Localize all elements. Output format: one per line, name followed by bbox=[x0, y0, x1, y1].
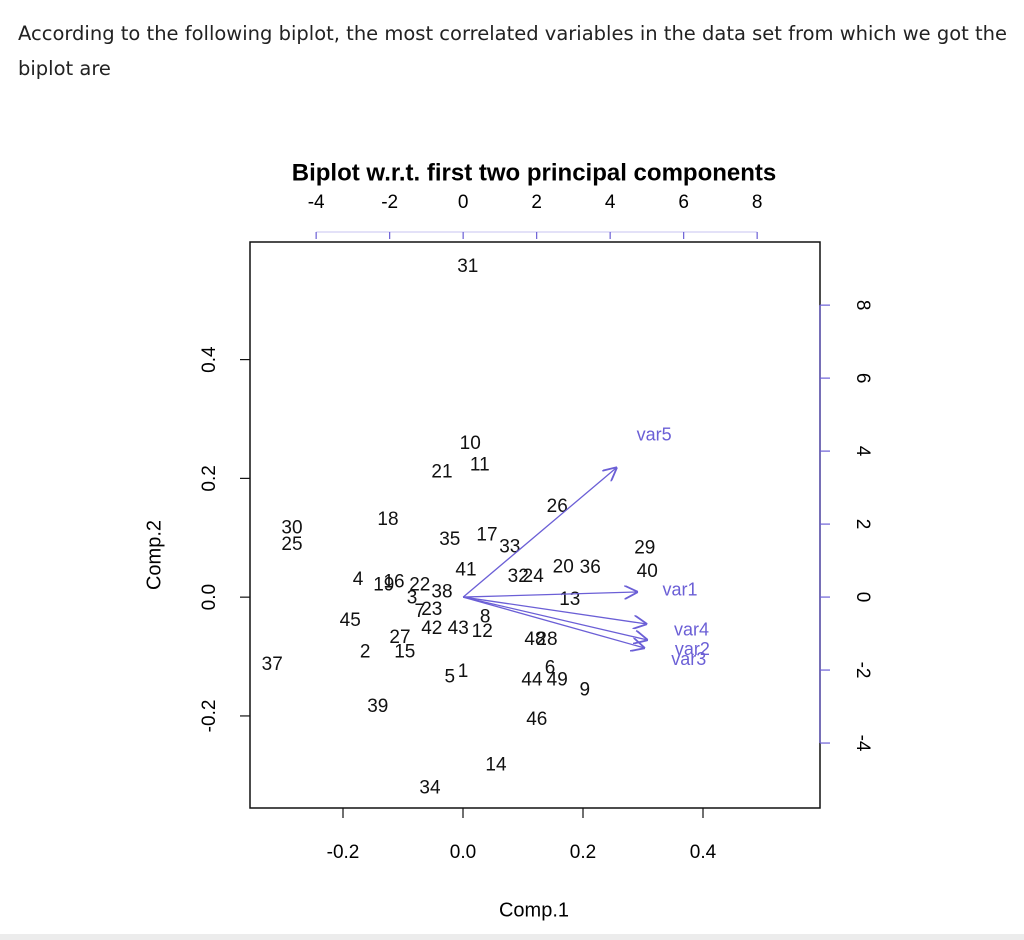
right-tick-label: -4 bbox=[852, 735, 873, 752]
right-tick-label: 4 bbox=[852, 446, 873, 457]
observation-label: 35 bbox=[439, 529, 460, 550]
right-tick-label: 2 bbox=[852, 519, 873, 530]
observation-label: 20 bbox=[553, 556, 574, 577]
observation-label: 11 bbox=[470, 454, 490, 475]
x-tick-label: -0.2 bbox=[327, 842, 360, 863]
top-tick-label: 0 bbox=[458, 192, 469, 213]
loading-label: var3 bbox=[671, 649, 706, 669]
loading-label: var5 bbox=[637, 425, 672, 445]
observation-label: 19 bbox=[373, 574, 394, 595]
observation-label: 13 bbox=[559, 589, 580, 610]
right-tick-label: 0 bbox=[852, 592, 873, 603]
observation-label: 30 bbox=[281, 517, 302, 538]
top-tick-label: 2 bbox=[531, 192, 542, 213]
y-axis-label: Comp.2 bbox=[143, 520, 165, 590]
observation-label: 33 bbox=[499, 536, 520, 557]
loading-arrow bbox=[463, 592, 638, 597]
observation-label: 44 bbox=[521, 669, 543, 690]
observation-label: 14 bbox=[485, 754, 507, 775]
observation-label: 17 bbox=[476, 524, 497, 545]
loading-label: var2 bbox=[675, 639, 710, 659]
observation-label: 29 bbox=[634, 537, 655, 558]
top-tick-label: 6 bbox=[678, 192, 689, 213]
observation-label: 39 bbox=[367, 696, 388, 717]
y-tick-label: -0.2 bbox=[199, 700, 220, 733]
y-tick-label: 0.2 bbox=[199, 465, 220, 491]
chart-title: Biplot w.r.t. first two principal compon… bbox=[292, 159, 776, 186]
loading-arrow bbox=[463, 596, 648, 640]
observation-label: 5 bbox=[445, 666, 456, 687]
question-text: According to the following biplot, the m… bbox=[18, 22, 1008, 80]
observation-label: 46 bbox=[526, 709, 547, 730]
observation-label: 1 bbox=[458, 661, 469, 682]
observation-label: 25 bbox=[281, 534, 302, 555]
top-tick-label: 4 bbox=[605, 192, 616, 213]
top-tick-label: -2 bbox=[381, 192, 398, 213]
observation-label: 16 bbox=[383, 571, 404, 592]
observation-label: 15 bbox=[394, 641, 415, 662]
y-tick-label: 0.4 bbox=[199, 346, 220, 373]
observation-label: 22 bbox=[409, 574, 430, 595]
observation-label: 23 bbox=[421, 599, 442, 620]
observation-label: 4 bbox=[353, 569, 364, 590]
observation-label: 6 bbox=[545, 657, 556, 678]
observation-label: 24 bbox=[523, 566, 545, 587]
observation-label: 9 bbox=[580, 679, 591, 700]
observation-label: 18 bbox=[377, 509, 398, 530]
observation-label: 42 bbox=[421, 618, 442, 639]
right-tick-label: 6 bbox=[852, 373, 873, 384]
x-tick-label: 0.0 bbox=[450, 842, 476, 863]
bottom-bar bbox=[0, 934, 1024, 940]
observation-label: 28 bbox=[536, 629, 557, 650]
observation-label: 2 bbox=[360, 641, 371, 662]
observation-label: 37 bbox=[262, 654, 283, 675]
observation-label: 21 bbox=[431, 461, 452, 482]
observation-label: 48 bbox=[524, 629, 545, 650]
observation-label: 43 bbox=[448, 618, 469, 639]
observation-label: 10 bbox=[460, 433, 481, 454]
observation-label: 32 bbox=[508, 566, 529, 587]
top-tick-label: 8 bbox=[752, 192, 763, 213]
observation-label: 38 bbox=[431, 581, 452, 602]
x-axis-label: Comp.1 bbox=[499, 899, 569, 921]
observation-label: 41 bbox=[455, 559, 476, 580]
y-tick-label: 0.0 bbox=[199, 584, 220, 610]
observation-label: 3 bbox=[407, 587, 418, 608]
top-tick-label: -4 bbox=[308, 192, 325, 213]
observation-label: 40 bbox=[637, 561, 658, 582]
observation-label: 12 bbox=[472, 621, 493, 642]
observation-label: 8 bbox=[480, 606, 491, 627]
observation-label: 31 bbox=[457, 256, 478, 277]
observation-label: 7 bbox=[415, 601, 426, 622]
observation-label: 45 bbox=[340, 610, 361, 631]
observation-label: 49 bbox=[547, 669, 568, 690]
loading-arrow bbox=[463, 596, 647, 624]
loading-label: var4 bbox=[674, 619, 709, 639]
right-tick-label: -2 bbox=[852, 662, 873, 679]
loading-arrow bbox=[462, 467, 617, 598]
observation-label: 26 bbox=[547, 496, 568, 517]
observation-label: 34 bbox=[419, 777, 441, 798]
right-tick-label: 8 bbox=[852, 300, 873, 311]
loading-arrow bbox=[462, 596, 645, 648]
observation-label: 36 bbox=[580, 557, 601, 578]
loading-label: var1 bbox=[663, 579, 698, 599]
x-tick-label: 0.4 bbox=[690, 842, 717, 863]
x-tick-label: 0.2 bbox=[570, 842, 596, 863]
observation-label: 27 bbox=[389, 627, 410, 648]
